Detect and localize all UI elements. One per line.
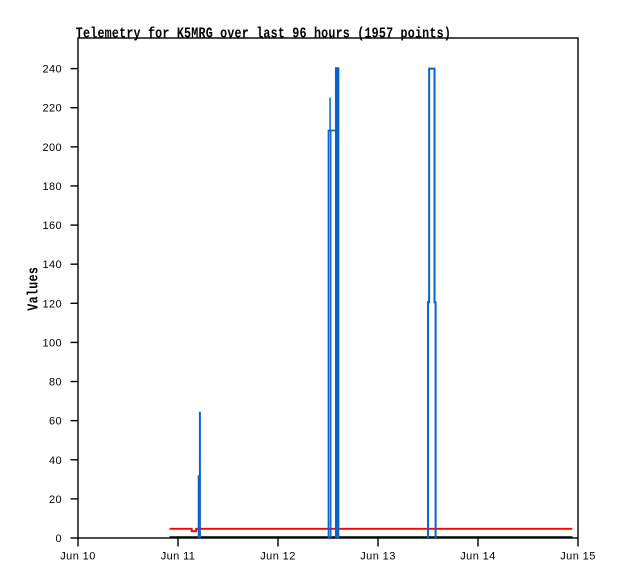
svg-text:220: 220	[42, 103, 62, 115]
svg-text:160: 160	[42, 220, 62, 232]
svg-text:180: 180	[42, 181, 62, 193]
svg-text:Jun 10: Jun 10	[60, 551, 95, 563]
svg-text:Jun 11: Jun 11	[161, 551, 196, 563]
svg-text:240: 240	[42, 64, 62, 76]
svg-text:100: 100	[42, 337, 62, 349]
svg-text:60: 60	[49, 416, 62, 428]
svg-text:Telemetry for K5MRG over last: Telemetry for K5MRG over last 96 hours (…	[76, 25, 451, 42]
svg-text:120: 120	[42, 298, 62, 310]
svg-text:140: 140	[42, 259, 62, 271]
svg-text:Jun 14: Jun 14	[460, 551, 495, 563]
svg-text:20: 20	[49, 494, 62, 506]
svg-text:Jun 12: Jun 12	[260, 551, 295, 563]
svg-text:Jun 15: Jun 15	[560, 551, 595, 563]
svg-text:40: 40	[49, 455, 62, 467]
svg-text:Values: Values	[25, 267, 42, 311]
svg-text:200: 200	[42, 142, 62, 154]
svg-text:0: 0	[55, 533, 62, 545]
svg-text:80: 80	[49, 377, 62, 389]
svg-text:Jun 13: Jun 13	[360, 551, 395, 563]
